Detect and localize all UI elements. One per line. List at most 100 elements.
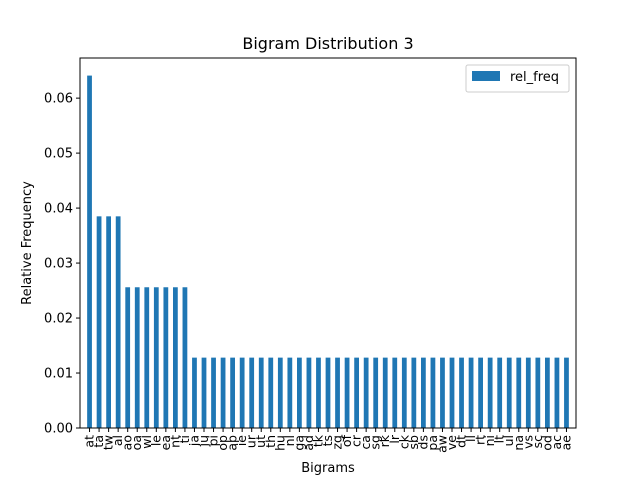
y-axis-label: Relative Frequency xyxy=(20,181,35,305)
x-tick-label: ve xyxy=(444,435,459,450)
x-tick-label: ds xyxy=(415,435,430,449)
bar-ul xyxy=(506,357,512,428)
bar-lr xyxy=(392,357,398,428)
x-tick-label: tk xyxy=(310,434,325,447)
y-tick-label: 0.03 xyxy=(44,257,73,272)
bar-ds xyxy=(421,357,426,428)
bar-na xyxy=(516,357,522,428)
legend-swatch xyxy=(472,71,500,81)
x-tick-label: ur xyxy=(244,434,259,448)
bar-oa xyxy=(134,287,140,428)
x-tick-label: ut xyxy=(253,435,268,448)
bar-cr xyxy=(354,357,359,428)
chart-title: Bigram Distribution 3 xyxy=(242,34,413,53)
bar-al xyxy=(115,216,121,428)
x-tick-label: le xyxy=(148,435,163,446)
x-tick-label: ca xyxy=(358,435,373,450)
bar-dt xyxy=(459,357,464,428)
bar-rt xyxy=(478,357,483,428)
x-tick-label: vs xyxy=(520,435,535,449)
bar-sc xyxy=(535,357,541,428)
plot-frame xyxy=(79,57,577,429)
bar-ur xyxy=(249,357,255,428)
x-tick-label: lt xyxy=(492,435,507,443)
bar-of xyxy=(344,357,350,428)
x-tick-label: ao xyxy=(120,435,135,450)
x-tick-label: ac xyxy=(549,435,564,450)
legend-label: rel_freq xyxy=(510,70,559,85)
x-tick-label: ap xyxy=(225,435,240,451)
x-tick-label: oa xyxy=(129,435,144,450)
y-axis: 0.00 0.01 0.02 0.03 0.04 0.05 0.06 xyxy=(44,92,80,437)
x-tick-label: ie xyxy=(234,435,249,446)
bar-ni xyxy=(487,357,493,428)
x-tick-label: cr xyxy=(349,434,364,447)
bar-tk xyxy=(316,357,321,428)
bars-group xyxy=(87,75,569,428)
y-tick-label: 0.06 xyxy=(44,92,73,107)
bar-wl xyxy=(144,287,150,428)
y-tick-label: 0.02 xyxy=(44,312,73,327)
bar-tw xyxy=(106,216,111,428)
x-tick-label: at xyxy=(82,435,97,448)
bar-ll xyxy=(468,357,474,428)
bar-nt xyxy=(173,287,178,428)
x-tick-label: ja xyxy=(186,435,201,447)
bar-pa xyxy=(430,357,436,428)
x-tick-label: pa xyxy=(425,435,440,451)
bar-ti xyxy=(182,287,188,428)
x-tick-label: sg xyxy=(368,435,383,449)
bar-hu xyxy=(277,357,283,428)
x-tick-label: ga xyxy=(291,435,306,451)
x-tick-label: al xyxy=(110,435,125,446)
bar-rk xyxy=(382,357,388,428)
x-tick-label: nl xyxy=(282,435,297,446)
bar-le xyxy=(153,287,159,428)
x-tick-label: ae xyxy=(558,435,573,451)
x-tick-label: ck xyxy=(396,434,411,449)
y-tick-label: 0.00 xyxy=(44,422,73,437)
x-tick-label: rt xyxy=(473,435,488,445)
y-tick-label: 0.05 xyxy=(44,147,73,162)
bar-ca xyxy=(363,357,369,428)
bar-ae xyxy=(564,357,569,428)
bar-ad xyxy=(306,357,312,428)
x-tick-label: th xyxy=(263,435,278,448)
bar-ts xyxy=(325,357,331,428)
x-tick-label: ju xyxy=(196,435,211,447)
x-tick-label: od xyxy=(539,435,554,451)
x-tick-label: sc xyxy=(530,435,545,449)
bar-ju xyxy=(201,357,207,428)
x-tick-label: zg xyxy=(330,435,345,450)
x-tick-label: lr xyxy=(387,434,402,443)
x-tick-label: of xyxy=(339,434,354,447)
bar-ut xyxy=(258,357,264,428)
x-axis-label: Bigrams xyxy=(301,461,355,476)
x-tick-label: ea xyxy=(158,435,173,450)
x-tick-label: ad xyxy=(301,435,316,451)
bar-pi xyxy=(211,357,216,428)
x-tick-label: ul xyxy=(501,435,516,446)
bar-sg xyxy=(373,357,379,428)
bar-ac xyxy=(554,357,560,428)
bar-od xyxy=(545,357,550,428)
bar-ve xyxy=(449,357,455,428)
y-tick-label: 0.01 xyxy=(44,367,73,382)
bar-sb xyxy=(411,357,417,428)
bar-ja xyxy=(192,357,197,428)
bar-ta xyxy=(96,216,102,428)
bar-zg xyxy=(335,357,340,428)
x-tick-label: na xyxy=(511,435,526,451)
bar-ea xyxy=(163,287,169,428)
x-tick-label: pi xyxy=(206,435,221,446)
x-tick-label: ni xyxy=(482,435,497,446)
bar-vs xyxy=(525,357,531,428)
x-tick-label: ts xyxy=(320,435,335,446)
bar-ap xyxy=(230,357,235,428)
x-tick-label: op xyxy=(215,435,230,451)
x-axis: attatwalaooawlleeanttijajupiopapieurutth… xyxy=(82,428,573,453)
x-tick-label: sb xyxy=(406,435,421,450)
x-tick-label: hu xyxy=(272,435,287,451)
bar-nl xyxy=(287,357,293,428)
